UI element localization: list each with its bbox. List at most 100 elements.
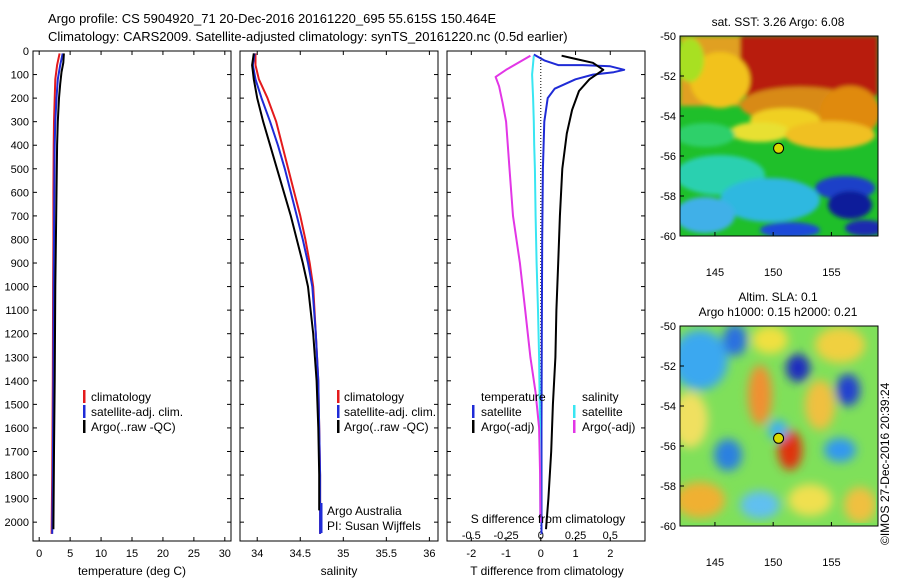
sst-heatmap bbox=[680, 36, 878, 236]
legend-label-argo: Argo(..raw -QC) bbox=[91, 420, 176, 434]
legend-label-satellite: satellite-adj. clim. bbox=[91, 405, 183, 419]
x-tick-label: 34.5 bbox=[290, 548, 311, 560]
lat-tick-label: -52 bbox=[660, 71, 676, 83]
timestamp-credit: ©IMOS 27-Dec-2016 20:39:24 bbox=[878, 382, 892, 545]
sla-patch bbox=[680, 392, 708, 448]
salinity-axes-frame bbox=[239, 50, 439, 542]
depth-tick-label: 1500 bbox=[5, 399, 29, 411]
lat-tick-label: -50 bbox=[660, 31, 676, 43]
depth-tick-label: 1800 bbox=[5, 470, 29, 482]
sla-map-subtitle: Argo h1000: 0.15 h2000: 0.21 bbox=[699, 305, 858, 319]
x-tick-label: 36 bbox=[423, 548, 435, 560]
annotation-argo-australia: Argo Australia bbox=[327, 504, 402, 518]
depth-tick-label: 1600 bbox=[5, 423, 29, 435]
legend-label-argo: Argo(..raw -QC) bbox=[344, 420, 429, 434]
legend-swatch-argo bbox=[337, 420, 340, 433]
depth-tick-label: 800 bbox=[11, 234, 29, 246]
lat-tick-label: -56 bbox=[660, 441, 676, 453]
legend-swatch-s-argo bbox=[573, 420, 576, 433]
x-tick-label: 0 bbox=[538, 548, 544, 560]
sst-patch bbox=[720, 178, 820, 222]
figure-title-line1: Argo profile: CS 5904920_71 20-Dec-2016 … bbox=[48, 11, 496, 26]
sla-patch bbox=[714, 439, 742, 471]
series-line bbox=[251, 53, 321, 511]
temperature-x-label: temperature (deg C) bbox=[78, 564, 186, 578]
legend-label-climatology: climatology bbox=[91, 390, 151, 404]
sla-patch bbox=[723, 326, 747, 356]
salinity-depth-ticks bbox=[240, 50, 438, 523]
depth-tick-label: 100 bbox=[11, 70, 29, 82]
sst-map-frame bbox=[679, 35, 879, 237]
lon-tick-label: 155 bbox=[822, 267, 840, 279]
sst-map-panel: sat. SST: 3.26 Argo: 6.08 -50-52-54-56-5… bbox=[660, 15, 879, 279]
sst-field bbox=[680, 36, 878, 236]
x-tick-label: 34 bbox=[251, 548, 263, 560]
depth-tick-label: 1900 bbox=[5, 494, 29, 506]
legend-header-salinity: salinity bbox=[582, 390, 619, 404]
series-line bbox=[531, 55, 542, 523]
difference-series bbox=[494, 53, 626, 534]
sla-patch bbox=[752, 326, 788, 354]
depth-tick-label: 900 bbox=[11, 258, 29, 270]
x-tick-label: 20 bbox=[157, 548, 169, 560]
depth-tick-label: 1400 bbox=[5, 376, 29, 388]
legend-label-s-argo: Argo(-adj) bbox=[582, 420, 635, 434]
annotation-pi-name: PI: Susan Wijffels bbox=[327, 519, 421, 533]
salinity-profile-panel: 34 34.5 35 35.5 36 salinity climatology sate… bbox=[239, 50, 439, 578]
sla-patch bbox=[778, 430, 802, 470]
legend-label-t-argo: Argo(-adj) bbox=[481, 420, 534, 434]
depth-tick-label: 0 bbox=[23, 46, 29, 58]
sla-patch bbox=[680, 330, 728, 390]
s-tick-label: -0.5 bbox=[462, 530, 481, 542]
sla-map-panel: Altim. SLA: 0.1 Argo h1000: 0.15 h2000: … bbox=[660, 290, 879, 569]
difference-legend: temperature salinity satellite Argo(-adj… bbox=[472, 390, 635, 434]
depth-tick-label: 500 bbox=[11, 164, 29, 176]
legend-swatch-climatology bbox=[83, 390, 86, 403]
salinity-legend: climatology satellite-adj. clim. Argo(..… bbox=[337, 390, 436, 434]
legend-swatch-s-satellite bbox=[573, 405, 576, 418]
depth-tick-label: 400 bbox=[11, 140, 29, 152]
sst-patch bbox=[785, 121, 875, 149]
depth-tick-label: 700 bbox=[11, 211, 29, 223]
s-difference-label: S difference from climatology bbox=[471, 512, 626, 526]
sst-patch bbox=[690, 52, 750, 108]
legend-swatch-t-satellite bbox=[472, 405, 475, 418]
sla-map-frame bbox=[679, 325, 879, 527]
salinity-x-label: salinity bbox=[321, 564, 358, 578]
s-tick-label: 0.25 bbox=[565, 530, 586, 542]
t-difference-x-label: T difference from climatology bbox=[470, 564, 624, 578]
legend-swatch-satellite bbox=[83, 405, 86, 418]
temperature-series bbox=[50, 53, 65, 534]
s-tick-label: -0.25 bbox=[494, 530, 519, 542]
depth-tick-label: 1200 bbox=[5, 329, 29, 341]
lon-tick-label: 155 bbox=[822, 557, 840, 569]
sla-patch bbox=[768, 420, 788, 440]
sst-patch bbox=[760, 222, 820, 236]
sla-field bbox=[680, 326, 876, 523]
x-tick-label: 35.5 bbox=[376, 548, 397, 560]
sst-patch bbox=[680, 123, 735, 147]
temperature-profile-panel: 0100200300400500600700800900100011001200… bbox=[5, 46, 232, 578]
depth-tick-label: 200 bbox=[11, 93, 29, 105]
lon-tick-label: 150 bbox=[764, 557, 782, 569]
depth-tick-label: 1100 bbox=[5, 305, 29, 317]
depth-tick-label: 600 bbox=[11, 187, 29, 199]
lat-tick-label: -54 bbox=[660, 111, 676, 123]
legend-header-temperature: temperature bbox=[481, 390, 546, 404]
series-line bbox=[51, 53, 64, 534]
legend-swatch-satellite bbox=[337, 405, 340, 418]
legend-label-t-satellite: satellite bbox=[481, 405, 522, 419]
lat-tick-label: -58 bbox=[660, 481, 676, 493]
legend-label-climatology: climatology bbox=[344, 390, 404, 404]
difference-profile-panel: -2 -1 0 1 2 -0.5 -0.25 0 0.25 0.5 T difference fr… bbox=[446, 50, 646, 578]
sla-map-ticks: -50 -52 -54 -56 -58 -60 145 150 155 bbox=[660, 321, 840, 569]
sst-patch bbox=[680, 197, 735, 233]
series-line bbox=[545, 54, 605, 530]
sla-map-title: Altim. SLA: 0.1 bbox=[738, 290, 818, 304]
series-line bbox=[251, 53, 322, 534]
x-tick-label: 1 bbox=[572, 548, 578, 560]
annotation-marker bbox=[320, 503, 323, 533]
difference-depth-ticks bbox=[447, 50, 645, 523]
lon-tick-label: 145 bbox=[706, 557, 724, 569]
legend-label-s-satellite: satellite bbox=[582, 405, 623, 419]
